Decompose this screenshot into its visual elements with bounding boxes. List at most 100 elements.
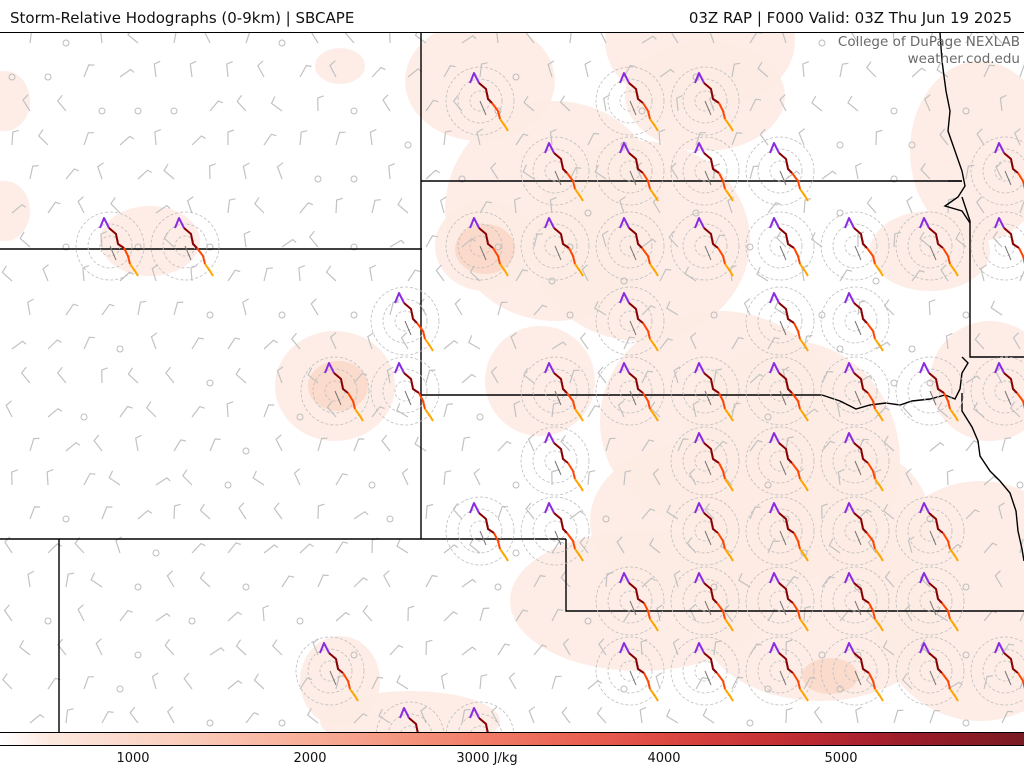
wind-barb xyxy=(1001,643,1015,656)
wind-barb xyxy=(510,332,518,350)
wind-barb xyxy=(947,681,963,690)
wind-barb xyxy=(155,477,171,486)
hodograph-trace xyxy=(643,602,651,620)
wind-barb xyxy=(671,33,679,44)
wind-barb xyxy=(155,204,171,214)
wind-barb xyxy=(547,60,555,78)
wind-barb xyxy=(713,440,728,452)
calm-wind-marker xyxy=(170,107,178,115)
wind-barb xyxy=(263,267,273,282)
calm-wind-marker xyxy=(80,413,88,421)
calm-wind-marker xyxy=(926,379,934,387)
map-panel[interactable] xyxy=(0,32,1024,733)
wind-barb xyxy=(443,611,458,622)
wind-barb xyxy=(749,373,765,384)
wind-barb xyxy=(811,95,823,112)
wind-barb xyxy=(95,638,103,656)
wind-barb xyxy=(400,332,409,350)
wind-barb xyxy=(641,35,657,44)
credit-org: College of DuPage NEXLAB xyxy=(837,34,1020,50)
wind-barb xyxy=(443,340,459,350)
wind-barb xyxy=(271,639,283,656)
wind-barb xyxy=(317,503,325,520)
wind-barb xyxy=(425,503,434,520)
hodograph-trace xyxy=(793,247,801,265)
wind-barb xyxy=(414,33,427,44)
hodograph-ring xyxy=(532,508,578,554)
hodograph-trace xyxy=(628,372,644,394)
hodograph-trace xyxy=(724,188,734,202)
hodograph-ring xyxy=(907,578,953,624)
wind-barb xyxy=(600,33,607,44)
wind-barb xyxy=(418,298,427,316)
hodograph-trace xyxy=(853,227,868,249)
wind-barb xyxy=(199,503,211,520)
wind-barb xyxy=(603,94,610,112)
wind-barb xyxy=(1012,332,1021,350)
wind-barb xyxy=(47,339,62,350)
wind-barb xyxy=(56,94,67,112)
calm-wind-marker xyxy=(764,413,772,421)
wind-barb xyxy=(227,680,243,690)
wind-barb xyxy=(468,335,481,350)
hodograph-trace xyxy=(874,688,884,702)
wind-barb xyxy=(108,470,121,486)
cape-shading xyxy=(315,48,365,84)
hodograph-ring xyxy=(162,223,208,269)
calm-wind-marker xyxy=(638,107,646,115)
wind-barb xyxy=(549,196,557,214)
wind-barb xyxy=(767,337,780,350)
wind-barb xyxy=(245,33,251,44)
wind-barb xyxy=(166,570,175,588)
wind-barb xyxy=(155,612,171,622)
wind-barb xyxy=(617,400,625,418)
hodograph-trace xyxy=(424,338,434,352)
calm-wind-marker xyxy=(962,107,970,115)
storm-motion-vector xyxy=(704,100,712,116)
wind-barb xyxy=(208,163,216,180)
hodograph-trace xyxy=(1003,372,1018,394)
hodograph-trace xyxy=(469,72,480,84)
hodograph-trace xyxy=(844,217,855,229)
calm-wind-marker xyxy=(188,617,196,625)
hodograph-trace xyxy=(694,72,705,84)
hodograph-ring xyxy=(895,211,965,281)
hodograph-ring xyxy=(595,66,665,136)
wind-barb xyxy=(559,95,571,112)
wind-barb xyxy=(29,33,32,44)
wind-barb xyxy=(396,538,409,554)
wind-barb xyxy=(27,570,35,588)
credit-url[interactable]: weather.cod.edu xyxy=(907,51,1020,67)
wind-barb xyxy=(743,298,751,316)
hodograph-trace xyxy=(919,217,930,229)
wind-barb xyxy=(461,373,477,384)
calm-wind-marker xyxy=(62,515,70,523)
wind-barb xyxy=(389,644,404,656)
hodograph-trace xyxy=(196,247,206,265)
calm-wind-marker xyxy=(314,175,322,183)
wind-barb xyxy=(587,132,600,146)
wind-barb xyxy=(947,197,955,214)
hodograph-ring xyxy=(820,356,890,426)
hodograph-trace xyxy=(994,217,1005,229)
hodograph-trace xyxy=(769,502,780,514)
hodograph-ring xyxy=(757,648,803,694)
hodograph-trace xyxy=(994,142,1005,154)
wind-barb xyxy=(281,238,297,248)
wind-barb xyxy=(164,638,175,656)
hodograph-trace xyxy=(619,142,630,154)
calm-wind-marker xyxy=(368,481,376,489)
wind-barb xyxy=(928,299,936,316)
hodograph-ring xyxy=(820,426,890,496)
hodograph-trace xyxy=(649,118,659,132)
wind-barb xyxy=(779,94,787,112)
storm-motion-vector xyxy=(779,390,787,406)
wind-barb xyxy=(479,201,492,214)
hodograph-ring xyxy=(670,496,740,566)
calm-wind-marker xyxy=(836,345,844,353)
hodograph-ring xyxy=(832,508,878,554)
wind-barb xyxy=(119,405,133,418)
wind-barb xyxy=(666,300,679,316)
wind-barb xyxy=(525,502,535,520)
wind-barb xyxy=(440,672,448,690)
